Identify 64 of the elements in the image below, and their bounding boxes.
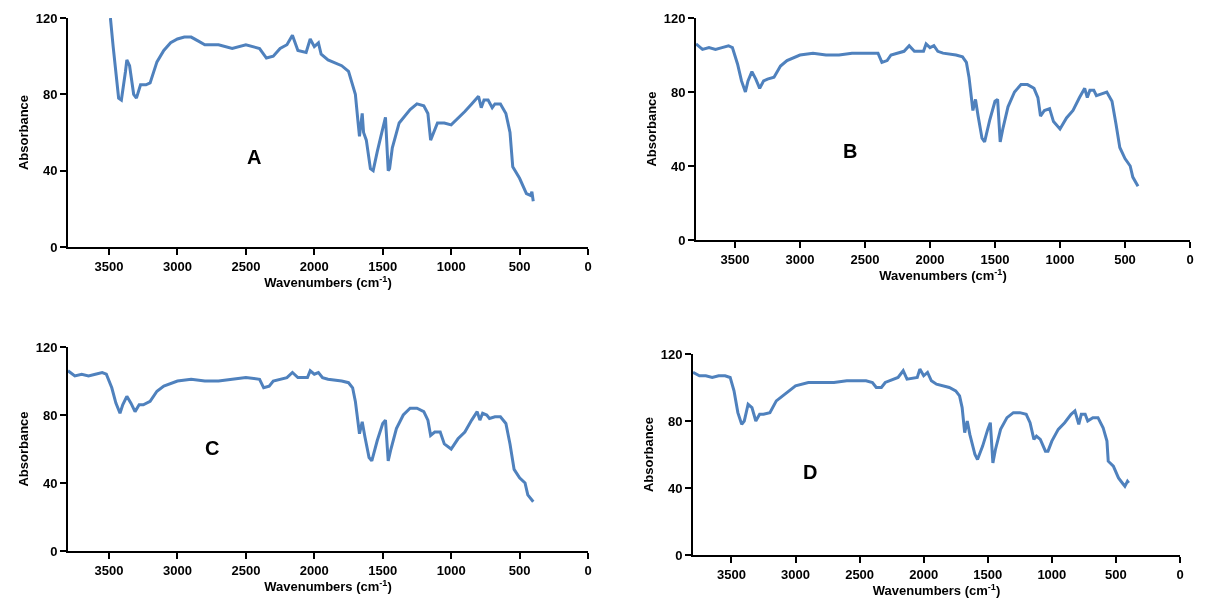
x-tick-label: 500	[508, 258, 531, 274]
y-axis-title: Absorbance	[641, 416, 657, 493]
x-tick-label: 2000	[299, 258, 329, 274]
x-tick-label: 3000	[163, 258, 192, 274]
x-tick-label: 0	[1186, 251, 1194, 267]
x-tick-label: 500	[1105, 566, 1127, 582]
y-tick-label: 0	[50, 543, 58, 559]
y-tick-label: 80	[42, 407, 58, 423]
y-tick-label: 40	[42, 163, 58, 179]
x-axis-title: Wavenumbers (cm$^{-1}$)	[879, 266, 1007, 284]
y-axis-title: Absorbance	[644, 91, 660, 167]
line-series	[108, 18, 535, 203]
x-tick-label: 1000	[1045, 251, 1075, 267]
y-tick-label: 0	[678, 232, 686, 248]
x-tick-label: 2500	[850, 251, 880, 267]
line-series	[68, 369, 535, 504]
x-tick-label: 500	[1114, 251, 1136, 267]
x-tick-label: 3500	[94, 258, 124, 274]
y-tick-label: 0	[675, 547, 683, 563]
line-series	[696, 42, 1140, 188]
annotation: D	[803, 461, 818, 483]
y-tick-label: 120	[35, 339, 58, 355]
x-tick-label: 3000	[163, 562, 192, 578]
x-tick-label: 2000	[909, 566, 939, 582]
y-tick-label: 80	[670, 84, 686, 100]
x-tick-label: 1000	[436, 562, 466, 578]
x-tick-label: 0	[584, 258, 592, 274]
x-tick-label: 2000	[299, 562, 329, 578]
x-tick-label: 500	[508, 562, 531, 578]
line-series	[693, 367, 1131, 488]
x-axis-title: Wavenumbers (cm$^{-1}$)	[872, 581, 1001, 599]
x-tick-label: 3000	[785, 251, 815, 267]
x-tick-label: 1500	[368, 562, 398, 578]
x-tick-label: 1500	[368, 258, 398, 274]
x-tick-label: 1500	[980, 251, 1010, 267]
x-tick-label: 2500	[845, 566, 875, 582]
x-tick-label: 3500	[716, 566, 746, 582]
x-tick-label: 1000	[436, 258, 466, 274]
y-tick-label: 80	[42, 86, 58, 102]
y-tick-label: 40	[42, 475, 58, 491]
x-tick-label: 3500	[720, 251, 750, 267]
x-tick-label: 2500	[231, 562, 261, 578]
y-tick-label: 40	[670, 158, 686, 174]
annotation: A	[247, 146, 262, 168]
y-tick-label: 0	[50, 239, 58, 255]
x-tick-label: 1000	[1037, 566, 1067, 582]
y-tick-label: 80	[667, 413, 683, 429]
annotation: B	[843, 140, 858, 162]
x-axis-title: Wavenumbers (cm$^{-1}$)	[264, 577, 392, 595]
x-tick-label: 3000	[781, 566, 810, 582]
y-axis-title: Absorbance	[16, 411, 32, 487]
x-tick-label: 0	[584, 562, 592, 578]
x-tick-label: 0	[1176, 566, 1184, 582]
y-tick-label: 120	[35, 10, 58, 26]
x-tick-label: 2500	[231, 258, 261, 274]
y-tick-label: 40	[667, 480, 683, 496]
x-tick-label: 2000	[915, 251, 945, 267]
y-tick-label: 120	[660, 346, 683, 362]
y-axis-title: Absorbance	[16, 94, 32, 171]
x-axis-title: Wavenumbers (cm$^{-1}$)	[264, 273, 392, 291]
x-tick-label: 3500	[94, 562, 124, 578]
annotation: C	[205, 437, 220, 459]
x-tick-label: 1500	[973, 566, 1003, 582]
y-tick-label: 120	[663, 10, 686, 26]
